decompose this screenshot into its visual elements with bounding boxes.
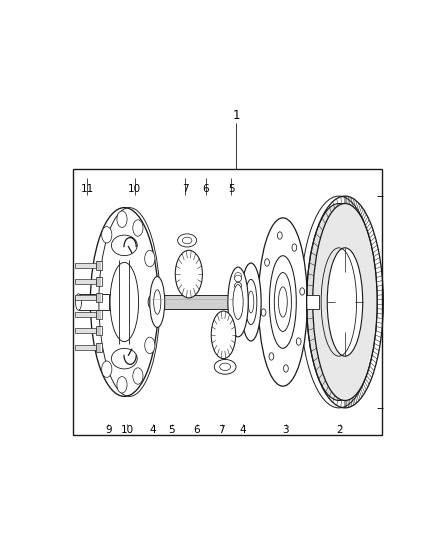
Ellipse shape [245, 279, 257, 325]
Ellipse shape [117, 211, 127, 228]
Ellipse shape [111, 349, 137, 369]
Bar [74, 168, 382, 435]
Ellipse shape [90, 207, 158, 397]
Ellipse shape [279, 287, 287, 317]
Ellipse shape [211, 311, 236, 359]
Ellipse shape [111, 235, 137, 256]
Ellipse shape [265, 259, 269, 266]
Text: 10: 10 [120, 425, 134, 435]
Text: 4: 4 [240, 425, 247, 435]
Bar [96, 277, 102, 286]
Ellipse shape [235, 304, 241, 311]
Ellipse shape [150, 277, 165, 327]
Ellipse shape [307, 204, 371, 400]
Bar [96, 326, 102, 335]
Ellipse shape [148, 295, 155, 309]
Ellipse shape [175, 251, 202, 298]
Text: 1: 1 [233, 109, 240, 122]
Ellipse shape [248, 291, 254, 313]
Ellipse shape [182, 237, 192, 244]
Text: 7: 7 [219, 425, 225, 435]
Ellipse shape [313, 204, 377, 400]
Text: 6: 6 [193, 425, 200, 435]
Bar [96, 310, 102, 319]
Ellipse shape [220, 363, 230, 370]
Ellipse shape [258, 218, 307, 386]
Ellipse shape [235, 275, 241, 282]
Ellipse shape [274, 272, 291, 332]
Bar [119, 260, 130, 344]
Ellipse shape [231, 295, 238, 309]
Ellipse shape [261, 309, 266, 316]
Bar [75, 345, 96, 350]
Bar [152, 295, 235, 309]
Ellipse shape [277, 232, 282, 239]
Ellipse shape [269, 256, 296, 348]
Bar [75, 263, 96, 268]
Bar [78, 294, 109, 310]
Bar [306, 295, 319, 309]
Ellipse shape [133, 220, 143, 236]
Ellipse shape [283, 365, 288, 372]
Ellipse shape [327, 248, 363, 356]
Ellipse shape [292, 244, 297, 251]
Ellipse shape [233, 285, 243, 319]
Text: 6: 6 [202, 184, 209, 194]
Ellipse shape [178, 234, 197, 247]
Bar [75, 279, 96, 284]
Ellipse shape [154, 290, 161, 314]
Ellipse shape [235, 293, 241, 300]
Ellipse shape [235, 275, 241, 282]
Bar [96, 293, 102, 302]
Ellipse shape [149, 294, 159, 310]
Ellipse shape [228, 267, 248, 337]
Text: 4: 4 [149, 425, 156, 435]
Ellipse shape [300, 288, 304, 295]
Ellipse shape [133, 368, 143, 384]
Ellipse shape [269, 353, 274, 360]
Text: 5: 5 [169, 425, 175, 435]
Text: 2: 2 [336, 425, 343, 435]
Text: 11: 11 [80, 184, 94, 194]
Bar [96, 261, 102, 270]
Text: 10: 10 [128, 184, 141, 194]
Ellipse shape [296, 338, 301, 345]
Ellipse shape [75, 294, 81, 310]
Bar [75, 312, 96, 317]
Text: 9: 9 [105, 425, 112, 435]
Ellipse shape [214, 359, 236, 374]
Text: 5: 5 [228, 184, 235, 194]
Ellipse shape [235, 282, 241, 289]
Ellipse shape [145, 251, 155, 267]
Bar [75, 295, 96, 301]
Ellipse shape [102, 227, 112, 243]
Ellipse shape [102, 361, 112, 377]
Text: 7: 7 [182, 184, 189, 194]
Ellipse shape [117, 377, 127, 393]
Ellipse shape [235, 293, 241, 300]
Ellipse shape [145, 337, 155, 353]
Ellipse shape [235, 282, 241, 289]
Bar [96, 343, 102, 352]
Ellipse shape [110, 262, 138, 342]
Text: 3: 3 [282, 425, 289, 435]
Ellipse shape [235, 272, 241, 279]
Bar [75, 328, 96, 333]
Ellipse shape [241, 263, 261, 341]
